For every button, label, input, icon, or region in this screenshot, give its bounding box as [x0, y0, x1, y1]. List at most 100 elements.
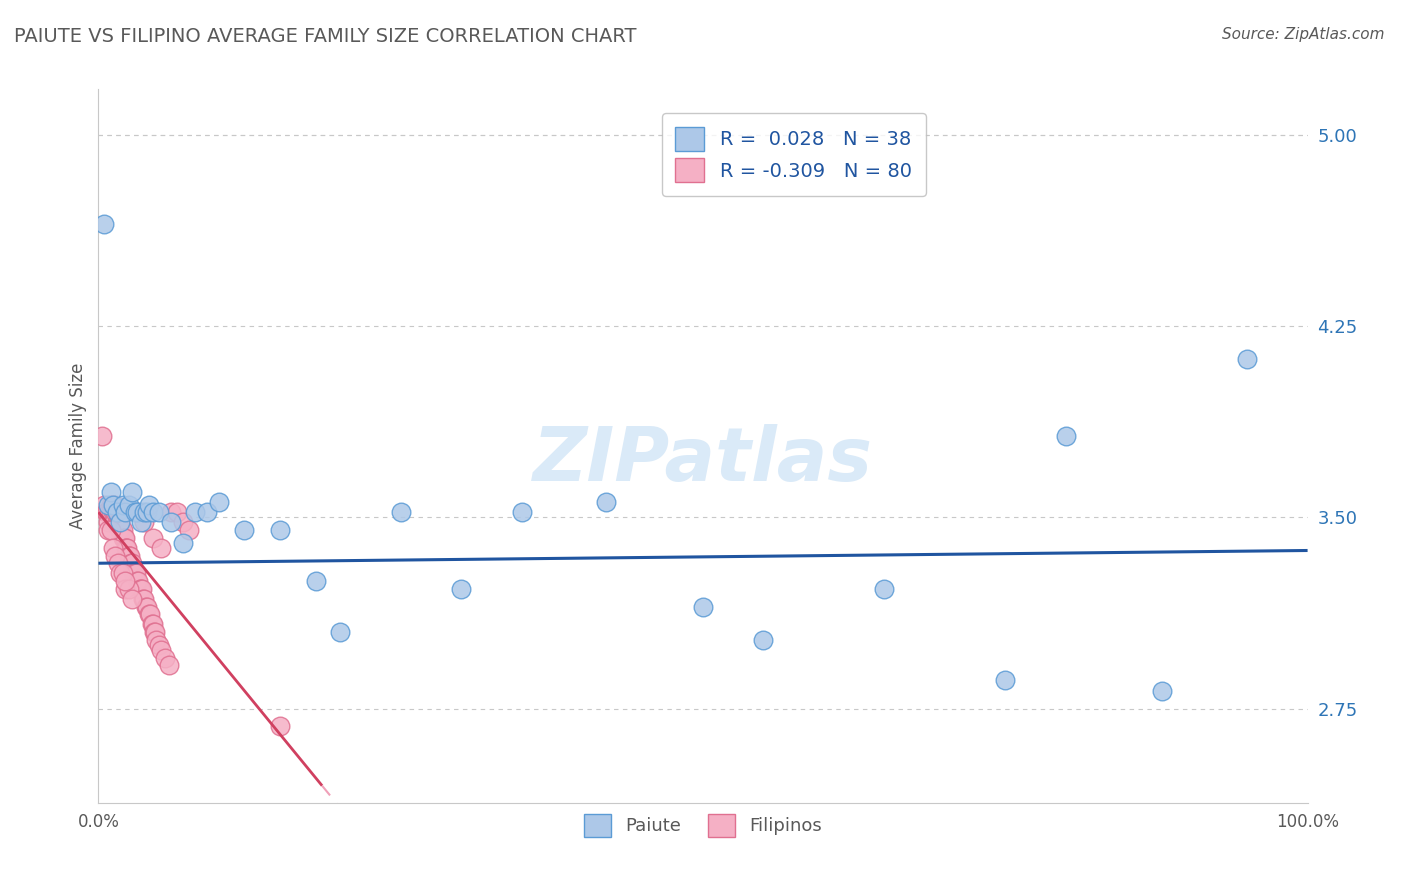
Point [142, 505, 165, 519]
Point [148, 638, 170, 652]
Point [97, 516, 120, 530]
Point [121, 591, 143, 606]
Point [131, 582, 153, 596]
Point [269, 523, 291, 537]
Point [114, 574, 136, 588]
Point [110, 523, 132, 537]
Point [101, 498, 124, 512]
Point [195, 505, 218, 519]
Point [93, 498, 115, 512]
Point [108, 566, 131, 581]
Point [101, 498, 124, 512]
Point [232, 523, 254, 537]
Point [105, 505, 128, 519]
Point [138, 607, 160, 622]
Point [103, 516, 125, 530]
Point [103, 505, 125, 519]
Point [107, 516, 129, 530]
Point [115, 541, 138, 555]
Point [179, 523, 201, 537]
Point [107, 556, 129, 570]
Point [94, 505, 117, 519]
Point [108, 523, 131, 537]
Point [93, 217, 115, 231]
Point [129, 582, 152, 596]
Point [127, 574, 149, 588]
Point [111, 498, 134, 512]
Point [157, 658, 180, 673]
Point [118, 549, 141, 563]
Point [135, 599, 157, 614]
Point [134, 505, 156, 519]
Point [100, 523, 122, 537]
Point [208, 495, 231, 509]
Point [104, 549, 127, 563]
Point [148, 505, 170, 519]
Point [141, 617, 163, 632]
Point [112, 531, 135, 545]
Point [117, 541, 139, 555]
Point [104, 505, 127, 519]
Point [124, 505, 146, 519]
Point [873, 582, 896, 596]
Point [160, 516, 183, 530]
Point [132, 591, 155, 606]
Point [98, 505, 121, 519]
Point [450, 582, 472, 596]
Point [100, 498, 122, 512]
Point [108, 523, 131, 537]
Point [120, 556, 142, 570]
Point [135, 505, 157, 519]
Point [96, 505, 118, 519]
Point [101, 541, 124, 555]
Point [121, 556, 143, 570]
Y-axis label: Average Family Size: Average Family Size [69, 363, 87, 529]
Text: PAIUTE VS FILIPINO AVERAGE FAMILY SIZE CORRELATION CHART: PAIUTE VS FILIPINO AVERAGE FAMILY SIZE C… [14, 27, 637, 45]
Point [108, 516, 131, 530]
Point [100, 484, 122, 499]
Point [752, 632, 775, 647]
Point [100, 498, 122, 512]
Legend: Paiute, Filipinos: Paiute, Filipinos [576, 807, 830, 844]
Point [150, 541, 173, 555]
Point [134, 591, 156, 606]
Point [142, 531, 165, 545]
Point [1236, 352, 1258, 367]
Point [994, 673, 1017, 688]
Point [166, 505, 188, 519]
Point [128, 582, 150, 596]
Point [124, 566, 146, 581]
Point [105, 505, 128, 519]
Point [389, 505, 412, 519]
Point [138, 498, 160, 512]
Point [125, 566, 148, 581]
Point [114, 582, 136, 596]
Point [329, 625, 352, 640]
Point [305, 574, 328, 588]
Point [184, 505, 207, 519]
Point [114, 505, 136, 519]
Point [118, 549, 141, 563]
Point [97, 523, 120, 537]
Point [110, 523, 132, 537]
Point [97, 498, 120, 512]
Point [134, 516, 156, 530]
Point [172, 536, 194, 550]
Point [127, 574, 149, 588]
Point [100, 505, 122, 519]
Text: Source: ZipAtlas.com: Source: ZipAtlas.com [1222, 27, 1385, 42]
Point [595, 495, 617, 509]
Point [127, 505, 149, 519]
Point [145, 632, 167, 647]
Point [111, 566, 134, 581]
Point [153, 650, 176, 665]
Point [1152, 683, 1174, 698]
Point [269, 719, 291, 733]
Point [510, 505, 533, 519]
Point [143, 625, 166, 640]
Point [108, 516, 131, 530]
Point [172, 516, 194, 530]
Point [91, 429, 114, 443]
Point [111, 531, 134, 545]
Text: ZIPatlas: ZIPatlas [533, 424, 873, 497]
